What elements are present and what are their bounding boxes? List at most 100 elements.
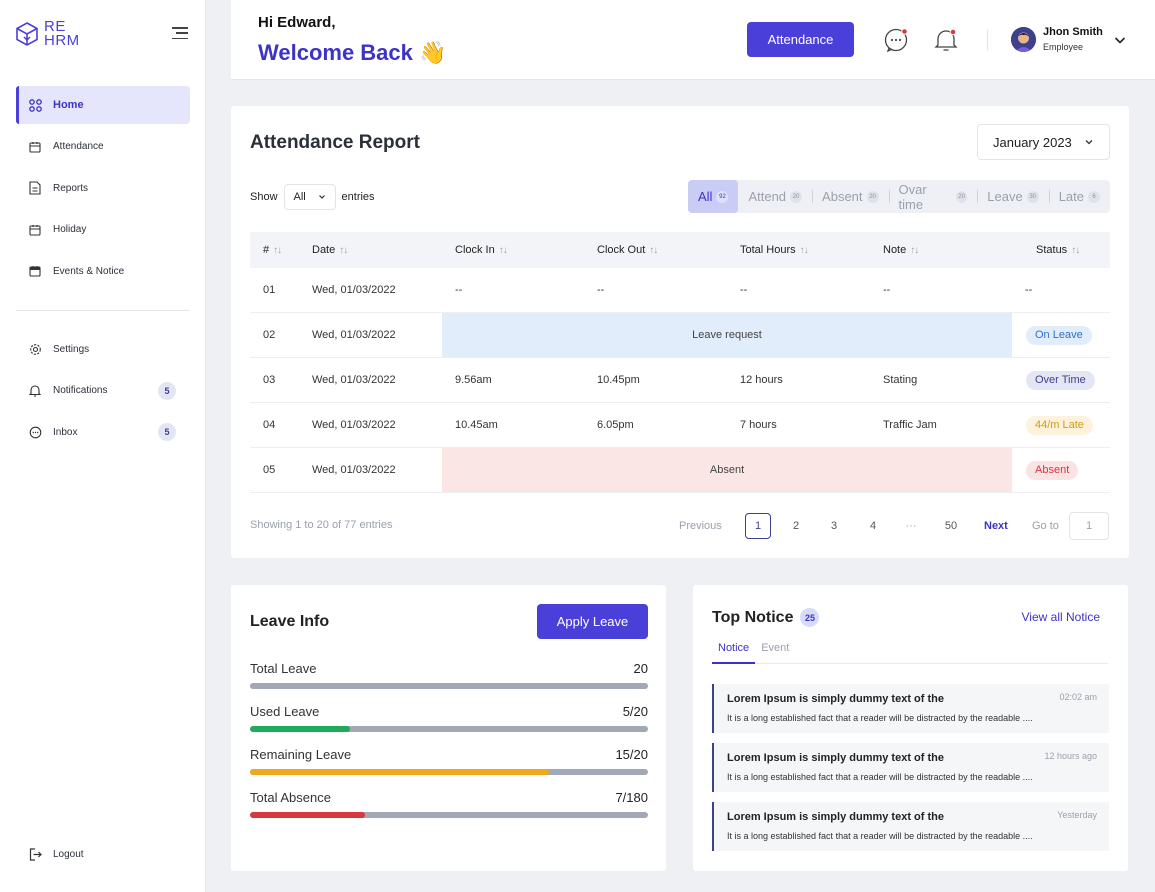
row-date: Wed, 01/03/2022	[312, 464, 396, 476]
calendar-filled-icon	[28, 264, 42, 278]
grid-icon	[28, 98, 42, 112]
column-header-date[interactable]: Date ↑↓	[312, 232, 348, 268]
filter-attend[interactable]: Attend 20	[738, 180, 812, 213]
table-row[interactable]: 02 Wed, 01/03/2022 Leave request On Leav…	[250, 313, 1110, 358]
page-last-button[interactable]: 50	[944, 520, 958, 532]
page-1-button[interactable]: 1	[745, 513, 771, 539]
tab-notice[interactable]: Notice	[712, 642, 756, 664]
entries-value: All	[293, 191, 306, 203]
entries-control: Show All entries	[250, 184, 375, 210]
notice-item[interactable]: Lorem Ipsum is simply dummy text of the …	[712, 802, 1109, 851]
filter-absent[interactable]: Absent 20	[812, 180, 888, 213]
chevron-down-icon[interactable]	[1113, 33, 1127, 47]
brand-line1: RE	[44, 18, 66, 35]
filter-late[interactable]: Late 6	[1048, 180, 1110, 213]
sidebar-item-notifications[interactable]: Notifications 5	[16, 372, 190, 410]
filter-label: All	[698, 189, 713, 204]
entries-select[interactable]: All	[283, 184, 336, 210]
menu-toggle-icon[interactable]	[172, 27, 188, 39]
table-row[interactable]: 01 Wed, 01/03/2022 -- -- -- -- --	[250, 268, 1110, 313]
filter-label: Absent	[822, 189, 863, 204]
view-all-notice-link[interactable]: View all Notice	[1021, 610, 1100, 624]
messages-icon[interactable]	[883, 27, 909, 53]
progress-bar	[250, 683, 648, 689]
sidebar-item-events-notice[interactable]: Events & Notice	[16, 252, 190, 290]
welcome-heading: Welcome Back 👋	[258, 40, 447, 65]
greeting-text: Hi Edward,	[258, 14, 336, 31]
page-4-button[interactable]: 4	[869, 520, 877, 532]
sidebar-item-attendance[interactable]: Attendance	[16, 128, 190, 166]
column-label: Note	[883, 244, 907, 256]
row-number: 03	[263, 374, 276, 386]
row-number: 02	[263, 329, 276, 341]
filter-leave[interactable]: Leave 30	[977, 180, 1048, 213]
page-3-button[interactable]: 3	[830, 520, 838, 532]
row-date: Wed, 01/03/2022	[312, 419, 396, 431]
primary-nav: Home Attendance Reports Holiday Events &…	[16, 86, 190, 294]
previous-page-button[interactable]: Previous	[679, 520, 722, 532]
table-row[interactable]: 05 Wed, 01/03/2022 Absent Absent	[250, 448, 1110, 493]
column-header-total-hours[interactable]: Total Hours ↑↓	[740, 232, 809, 268]
sidebar-item-inbox[interactable]: Inbox 5	[16, 413, 190, 451]
apply-leave-button[interactable]: Apply Leave	[537, 604, 648, 639]
attendance-button[interactable]: Attendance	[747, 22, 854, 57]
next-page-button[interactable]: Next	[984, 520, 1008, 532]
row-clock-in: 10.45am	[455, 419, 498, 431]
filter-overtime[interactable]: Ovar time 20	[888, 180, 978, 213]
notification-bell-icon[interactable]	[933, 27, 959, 53]
column-header-clock-out[interactable]: Clock Out ↑↓	[597, 232, 658, 268]
sidebar-item-settings[interactable]: Settings	[16, 330, 190, 368]
notice-body: It is a long established fact that a rea…	[727, 772, 1033, 782]
document-icon	[28, 181, 42, 195]
sidebar-item-reports[interactable]: Reports	[16, 169, 190, 207]
row-date: Wed, 01/03/2022	[312, 329, 396, 341]
show-label: Show	[250, 191, 278, 203]
filter-all[interactable]: All 92	[688, 180, 739, 213]
month-select[interactable]: January 2023	[977, 124, 1110, 160]
progress-bar	[250, 726, 648, 732]
filter-count: 20	[790, 190, 803, 203]
leave-info-card: Leave Info Apply Leave Total Leave 20 Us…	[231, 585, 666, 871]
sidebar-item-label: Notifications	[53, 385, 108, 397]
row-note: Stating	[883, 374, 918, 386]
avatar[interactable]	[1011, 27, 1036, 52]
top-header: Hi Edward, Welcome Back 👋 Attendance Jho…	[231, 0, 1155, 80]
column-header-clock-in[interactable]: Clock In ↑↓	[455, 232, 508, 268]
sort-icon: ↑↓	[498, 244, 508, 256]
column-header-number[interactable]: # ↑↓	[263, 232, 282, 268]
row-number: 04	[263, 419, 276, 431]
calendar-icon	[28, 223, 42, 237]
sidebar-item-label: Attendance	[53, 141, 104, 153]
column-header-note[interactable]: Note ↑↓	[883, 232, 919, 268]
absent-span: Absent	[442, 448, 1012, 492]
column-label: #	[263, 244, 270, 256]
attendance-table: # ↑↓ Date ↑↓ Clock In ↑↓ Clock Out ↑↓ Total …	[250, 232, 1110, 493]
notice-time: Yesterday	[1057, 810, 1097, 820]
notice-item[interactable]: Lorem Ipsum is simply dummy text of the …	[712, 684, 1109, 733]
sort-icon: ↑↓	[649, 244, 658, 256]
page-2-button[interactable]: 2	[792, 520, 800, 532]
filter-label: Leave	[987, 189, 1023, 204]
logout-button[interactable]: Logout	[16, 835, 190, 873]
table-row[interactable]: 03 Wed, 01/03/2022 9.56am 10.45pm 12 hou…	[250, 358, 1110, 403]
stat-value: 20	[633, 661, 648, 676]
filter-label: Late	[1058, 189, 1084, 204]
row-clock-in: 9.56am	[455, 374, 492, 386]
column-label: Date	[312, 244, 336, 256]
table-row[interactable]: 04 Wed, 01/03/2022 10.45am 6.05pm 7 hour…	[250, 403, 1110, 448]
sidebar-item-holiday[interactable]: Holiday	[16, 211, 190, 249]
sidebar-item-home[interactable]: Home	[16, 86, 190, 124]
row-number: 05	[263, 464, 276, 476]
column-header-status[interactable]: Status ↑↓	[1036, 232, 1080, 268]
row-total-hours: 12 hours	[740, 374, 783, 386]
notice-item[interactable]: Lorem Ipsum is simply dummy text of the …	[712, 743, 1109, 792]
row-note: Traffic Jam	[883, 419, 937, 431]
user-name: Jhon Smith	[1043, 26, 1103, 38]
notice-body: It is a long established fact that a rea…	[727, 713, 1033, 723]
status-badge: 44/m Late	[1026, 415, 1093, 435]
goto-page-input[interactable]: 1	[1069, 512, 1109, 540]
app-logo[interactable]: RE HRM	[16, 18, 84, 48]
tab-event[interactable]: Event	[761, 642, 790, 654]
report-title: Attendance Report	[250, 132, 420, 153]
leave-request-span: Leave request	[442, 313, 1012, 357]
